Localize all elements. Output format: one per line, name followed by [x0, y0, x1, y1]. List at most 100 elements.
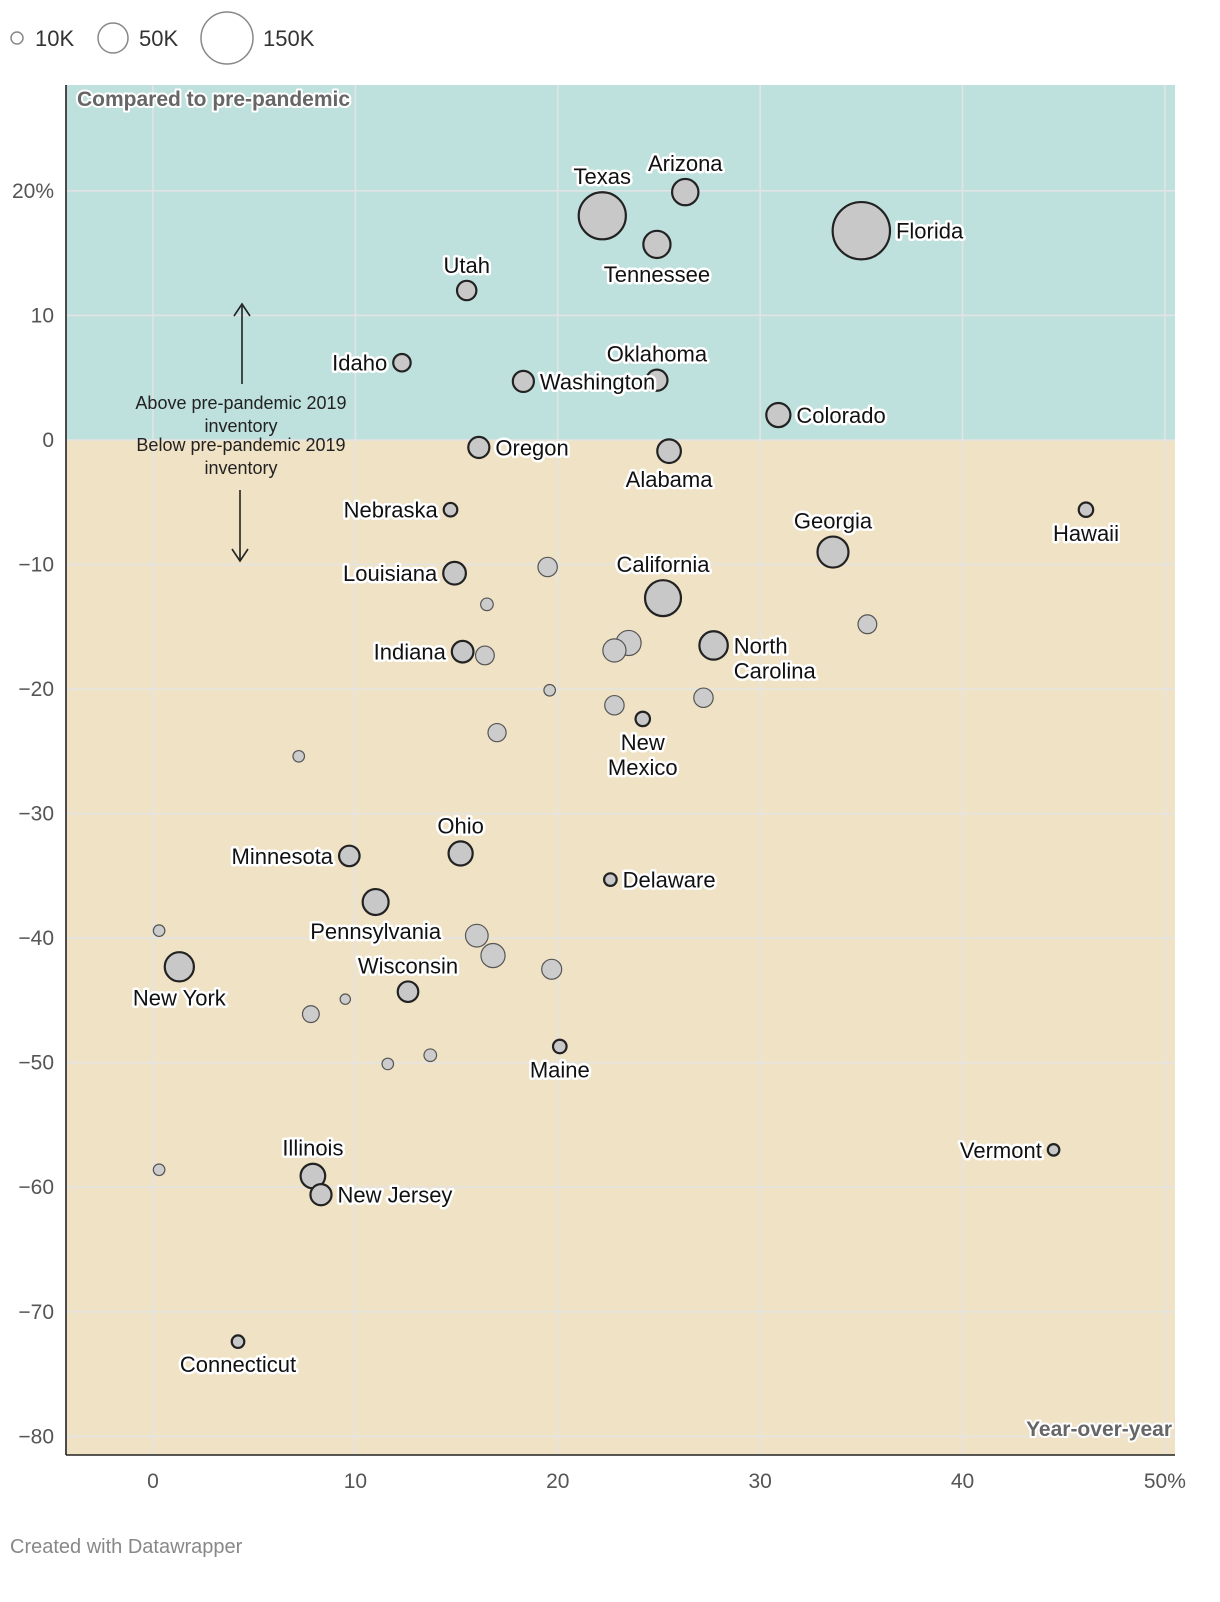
data-point-ohio[interactable]: [447, 840, 474, 867]
data-point[interactable]: [301, 1005, 320, 1024]
y-tick-label: 20%: [12, 180, 54, 203]
data-point[interactable]: [339, 993, 352, 1005]
data-point-alabama[interactable]: [656, 438, 682, 465]
data-point[interactable]: [604, 694, 625, 716]
data-point-minnesota[interactable]: [337, 844, 361, 868]
label-new-mexico: New Mexico: [608, 730, 678, 780]
data-point[interactable]: [857, 614, 878, 635]
legend-circle-small: [10, 31, 24, 45]
label-alabama: Alabama: [626, 467, 714, 492]
data-point-new-jersey[interactable]: [309, 1183, 333, 1207]
legend-circle-medium: [97, 22, 129, 54]
arrow-up-icon: [233, 302, 251, 317]
size-legend: 10K 50K 150K: [10, 11, 315, 65]
data-point-georgia[interactable]: [816, 535, 850, 569]
data-point-new-york[interactable]: [163, 951, 196, 983]
data-point-wisconsin[interactable]: [396, 980, 420, 1004]
label-indiana: Indiana: [374, 640, 447, 665]
legend-label-large: 150K: [263, 26, 315, 51]
y-tick-label: −40: [18, 927, 54, 950]
data-point[interactable]: [693, 687, 714, 709]
data-point[interactable]: [381, 1057, 395, 1071]
label-colorado: Colorado: [796, 403, 885, 428]
label-washington: Washington: [540, 369, 655, 394]
data-point[interactable]: [152, 1163, 166, 1177]
y-tick-label: −60: [18, 1176, 54, 1199]
data-point-delaware[interactable]: [602, 872, 618, 887]
label-pennsylvania: Pennsylvania: [310, 919, 442, 944]
data-point[interactable]: [480, 597, 494, 612]
data-points: [152, 177, 1095, 1350]
data-point-louisiana[interactable]: [442, 560, 467, 586]
data-point-texas[interactable]: [577, 191, 627, 241]
data-point-connecticut[interactable]: [230, 1334, 246, 1350]
legend-circle-large: [200, 11, 254, 65]
data-point[interactable]: [423, 1048, 438, 1063]
label-tennessee: Tennessee: [604, 262, 710, 287]
data-point-north-carolina[interactable]: [698, 630, 729, 661]
gridlines: [66, 85, 1175, 1455]
data-point-hawaii[interactable]: [1077, 501, 1095, 519]
x-tick-label: 20: [546, 1470, 569, 1493]
data-point[interactable]: [487, 722, 507, 743]
point-labels: Texas Arizona Florida Tennessee Utah Idaho Was…: [130, 148, 1121, 1379]
data-point-california[interactable]: [643, 579, 683, 618]
data-point[interactable]: [537, 556, 558, 578]
data-point-nebraska[interactable]: [442, 501, 459, 518]
data-point-pennsylvania[interactable]: [361, 887, 390, 917]
data-point[interactable]: [602, 638, 627, 663]
data-point-tennessee[interactable]: [642, 229, 672, 260]
y-tick-label: 0: [42, 429, 54, 452]
data-point-indiana[interactable]: [450, 639, 475, 664]
arrow-down-icon: [231, 548, 249, 563]
label-oregon: Oregon: [495, 435, 568, 460]
band-above-pre-pandemic: [66, 85, 1175, 440]
data-point[interactable]: [292, 749, 306, 763]
data-point-maine[interactable]: [551, 1038, 568, 1055]
y-tick-label: −10: [18, 554, 54, 577]
data-point-washington[interactable]: [511, 369, 536, 394]
data-point[interactable]: [464, 923, 489, 948]
label-nebraska: Nebraska: [344, 498, 439, 523]
y-tick-label: −30: [18, 803, 54, 826]
data-point[interactable]: [480, 942, 506, 969]
label-minnesota: Minnesota: [232, 844, 334, 869]
axes: 0 10 20 30 40 50% 20% 10 0 −10 −20 −30 −40 −50 −60 −70 −…: [12, 85, 1186, 1493]
label-georgia: Georgia: [794, 509, 873, 534]
data-point-oregon[interactable]: [467, 435, 491, 460]
x-tick-label: 30: [748, 1470, 771, 1493]
footer-credit[interactable]: Created with Datawrapper: [10, 1536, 243, 1558]
data-point[interactable]: [543, 683, 557, 697]
label-texas: Texas: [574, 164, 631, 189]
label-utah: Utah: [443, 253, 489, 278]
label-new-york: New York: [133, 985, 227, 1010]
label-louisiana: Louisiana: [343, 561, 438, 586]
y-axis-title: Compared to pre-pandemic: [77, 88, 350, 111]
label-illinois: Illinois: [282, 1136, 343, 1161]
data-point-florida[interactable]: [831, 200, 892, 261]
x-tick-label: 10: [344, 1470, 367, 1493]
data-point-utah[interactable]: [455, 279, 478, 302]
data-point[interactable]: [152, 924, 166, 938]
label-delaware: Delaware: [623, 868, 716, 893]
x-axis-title: Year-over-year: [1026, 1418, 1172, 1441]
band-below-pre-pandemic: [66, 439, 1175, 1455]
y-tick-label: −50: [18, 1052, 54, 1075]
data-point-arizona[interactable]: [670, 177, 700, 207]
data-point[interactable]: [474, 645, 495, 666]
data-point-idaho[interactable]: [392, 352, 412, 373]
data-point[interactable]: [541, 958, 563, 980]
label-hawaii: Hawaii: [1053, 521, 1119, 546]
label-oklahoma: Oklahoma: [607, 342, 708, 367]
data-point-vermont[interactable]: [1046, 1143, 1061, 1157]
data-point-new-mexico[interactable]: [634, 710, 652, 728]
label-idaho: Idaho: [332, 351, 387, 376]
label-arizona: Arizona: [648, 151, 723, 176]
annotation-above-text: Above pre-pandemic 2019 inventory: [135, 393, 347, 436]
label-florida: Florida: [896, 219, 964, 244]
label-wisconsin: Wisconsin: [358, 953, 458, 978]
data-point-colorado[interactable]: [765, 401, 792, 429]
label-ohio: Ohio: [437, 813, 483, 838]
data-point-oklahoma[interactable]: [645, 368, 669, 392]
